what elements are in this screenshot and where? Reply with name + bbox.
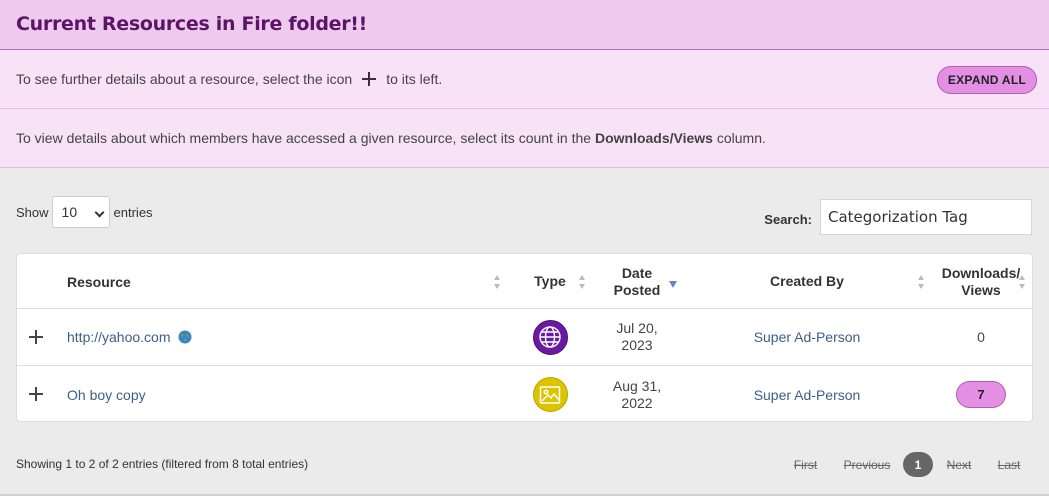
page-title: Current Resources in Fire folder!! bbox=[16, 13, 368, 35]
sort-icon bbox=[1019, 275, 1026, 289]
search-input[interactable] bbox=[820, 199, 1032, 235]
column-header-resource[interactable]: Resource bbox=[67, 273, 131, 290]
entries-label: entries bbox=[113, 204, 153, 220]
column-header-downloads-views[interactable]: Downloads/Views bbox=[941, 264, 1021, 298]
pagination-next[interactable]: Next bbox=[946, 457, 972, 472]
expand-row-button[interactable] bbox=[29, 330, 43, 344]
resources-table: Resource Type Date Posted Created By Down… bbox=[16, 253, 1033, 422]
plus-icon bbox=[362, 72, 377, 86]
resource-link[interactable]: Oh boy copy bbox=[67, 386, 146, 403]
web-link-type-icon bbox=[532, 319, 568, 355]
globe-icon bbox=[178, 330, 192, 344]
page-length-control: Show 10 entries bbox=[16, 196, 153, 228]
chevron-down-icon bbox=[94, 207, 104, 218]
table-header: Resource Type Date Posted Created By Down… bbox=[17, 254, 1032, 309]
show-label: Show bbox=[16, 204, 49, 220]
download-count-button[interactable]: 7 bbox=[956, 381, 1006, 408]
expand-row-button[interactable] bbox=[29, 387, 43, 401]
image-icon bbox=[539, 385, 561, 404]
search-control: Search: bbox=[764, 199, 1032, 235]
creator-link[interactable]: Super Ad-Person bbox=[753, 329, 861, 345]
bottom-divider bbox=[0, 494, 1049, 496]
table-row: http://yahoo.com Jul 20, 2023 Super Ad-Pe… bbox=[17, 309, 1032, 366]
pagination-page-1[interactable]: 1 bbox=[903, 452, 933, 477]
globe-icon bbox=[539, 326, 561, 348]
search-label: Search: bbox=[764, 211, 812, 227]
date-posted: Aug 31, 2022 bbox=[612, 377, 662, 411]
download-count: 0 bbox=[977, 329, 985, 345]
expand-info-text: To see further details about a resource,… bbox=[16, 71, 443, 87]
column-header-type[interactable]: Type bbox=[534, 273, 566, 289]
table-row: Oh boy copy Aug 31, 2022 Super Ad-Person … bbox=[17, 366, 1032, 423]
creator-link[interactable]: Super Ad-Person bbox=[753, 386, 861, 403]
access-info-text: To view details about which members have… bbox=[16, 130, 766, 146]
pagination-last[interactable]: Last bbox=[997, 457, 1021, 472]
column-header-created-by[interactable]: Created By bbox=[770, 273, 844, 289]
table-info: Showing 1 to 2 of 2 entries (filtered fr… bbox=[16, 457, 309, 471]
column-header-date-posted[interactable]: Date Posted bbox=[613, 264, 661, 298]
date-posted: Jul 20, 2023 bbox=[616, 320, 658, 353]
expand-all-button[interactable]: EXPAND ALL bbox=[937, 66, 1037, 94]
sort-descending-icon bbox=[669, 281, 677, 288]
sort-icon bbox=[494, 275, 501, 289]
resource-link[interactable]: http://yahoo.com bbox=[67, 329, 171, 345]
page-banner: Current Resources in Fire folder!! bbox=[0, 0, 1049, 50]
page-length-value: 10 bbox=[61, 204, 78, 220]
sort-icon bbox=[918, 275, 925, 289]
sort-icon bbox=[579, 275, 586, 289]
expand-info-row: To see further details about a resource,… bbox=[0, 50, 1049, 109]
pagination-previous[interactable]: Previous bbox=[843, 457, 891, 472]
pagination-first[interactable]: First bbox=[793, 457, 818, 472]
image-type-icon bbox=[532, 377, 568, 412]
page-length-select[interactable]: 10 bbox=[51, 196, 110, 228]
access-info-row: To view details about which members have… bbox=[0, 109, 1049, 168]
